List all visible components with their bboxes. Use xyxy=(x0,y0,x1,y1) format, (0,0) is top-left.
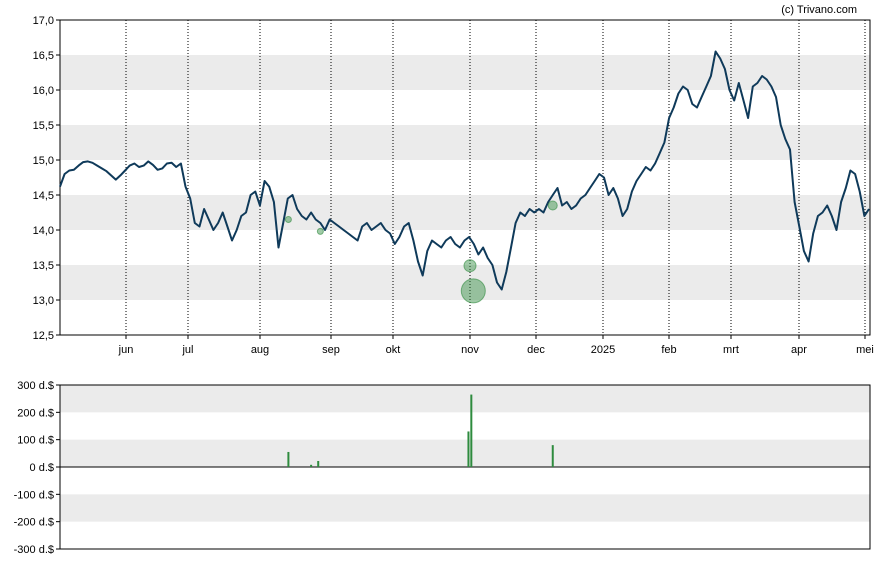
x-tick-label: 2025 xyxy=(591,344,615,356)
y-tick-label: 13,0 xyxy=(33,295,54,307)
y-tick-label: 200 d.$ xyxy=(17,407,54,419)
y-tick-label: 14,5 xyxy=(33,190,54,202)
y-tick-label: 15,0 xyxy=(33,155,54,167)
grid-band xyxy=(60,125,870,160)
x-tick-label: aug xyxy=(251,344,269,356)
volume-bar xyxy=(551,445,554,467)
x-tick-label: dec xyxy=(527,344,545,356)
volume-bar xyxy=(310,464,313,467)
volume-bar xyxy=(470,394,473,467)
x-tick-label: sep xyxy=(322,344,340,356)
x-tick-label: mrt xyxy=(723,344,739,356)
x-tick-label: jun xyxy=(118,344,134,356)
y-tick-label: 300 d.$ xyxy=(17,380,54,392)
x-tick-label: mei xyxy=(856,344,874,356)
y-tick-label: -200 d.$ xyxy=(14,517,54,529)
trade-marker xyxy=(547,200,558,211)
y-tick-label: 17,0 xyxy=(33,15,54,27)
x-tick-label: okt xyxy=(386,344,401,356)
trade-marker xyxy=(316,227,324,235)
y-tick-label: 15,5 xyxy=(33,120,54,132)
y-tick-label: 16,0 xyxy=(33,85,54,97)
x-tick-label: feb xyxy=(661,344,676,356)
volume-bar xyxy=(287,451,290,467)
y-tick-label: 16,5 xyxy=(33,50,54,62)
volume-bar xyxy=(317,460,320,467)
x-tick-label: nov xyxy=(461,344,479,356)
y-tick-label: -100 d.$ xyxy=(14,489,54,501)
copyright-text: (c) Trivano.com xyxy=(781,4,857,16)
grid-band xyxy=(60,195,870,230)
grid-band xyxy=(60,55,870,90)
grid-band xyxy=(60,494,870,522)
y-tick-label: 100 d.$ xyxy=(17,435,54,447)
y-tick-label: 14,0 xyxy=(33,225,54,237)
trade-marker xyxy=(463,259,477,273)
trade-marker xyxy=(284,216,292,223)
price-frame xyxy=(59,19,871,336)
y-tick-label: -300 d.$ xyxy=(14,544,54,556)
grid-band xyxy=(60,385,870,413)
price-panel: 17,0 16,5 16,0 15,5 15,0 14,5 14,0 13,5 13,0 12,5… xyxy=(33,15,874,356)
y-tick-label: 13,5 xyxy=(33,260,54,272)
trade-marker xyxy=(460,278,486,304)
volume-bar xyxy=(467,431,470,467)
x-tick-label: jul xyxy=(181,344,193,356)
volume-panel: 300 d.$ 200 d.$ 100 d.$ 0 d.$ -100 d.$ -200 d… xyxy=(14,380,871,556)
grid-band xyxy=(60,439,870,467)
price-series-line xyxy=(59,50,870,291)
y-tick-label: 12,5 xyxy=(33,330,54,342)
x-tick-label: apr xyxy=(791,344,807,356)
y-tick-label: 0 d.$ xyxy=(30,462,54,474)
